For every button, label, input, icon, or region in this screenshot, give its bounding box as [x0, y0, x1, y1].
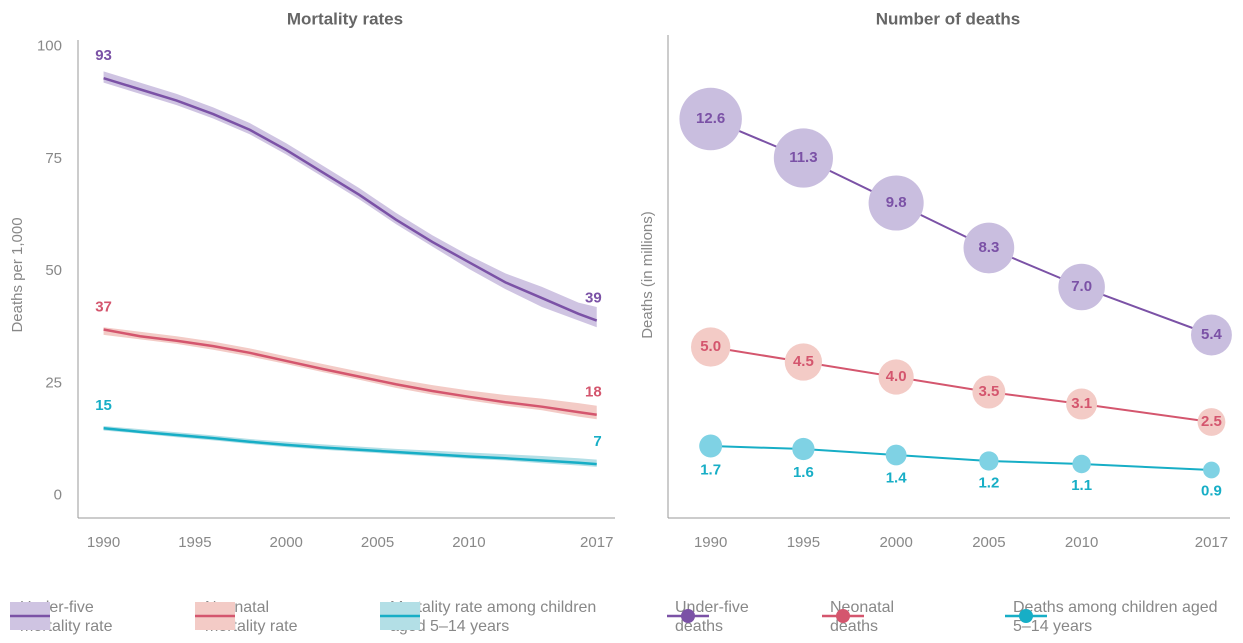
- x-tick-label: 2010: [1065, 534, 1098, 551]
- bubble: [792, 437, 815, 461]
- data-label: 93: [95, 47, 112, 64]
- bubble: [690, 327, 731, 367]
- data-label: 37: [95, 298, 112, 315]
- legend-item: Under-five mortality rate: [10, 598, 120, 636]
- chart-title: Mortality rates: [287, 9, 403, 28]
- data-label: 5.4: [1201, 326, 1223, 343]
- bubble: [784, 343, 823, 381]
- data-label: 4.5: [793, 353, 814, 370]
- data-label: 1.2: [978, 475, 999, 492]
- bubble: [699, 434, 723, 458]
- legend-icon: [10, 602, 50, 630]
- chart-title: Number of deaths: [876, 9, 1021, 28]
- bubble: [1066, 388, 1098, 420]
- bubble: [1058, 263, 1105, 311]
- x-tick-label: 2010: [452, 534, 485, 551]
- data-label: 3.1: [1071, 395, 1092, 412]
- data-label: 1.7: [700, 461, 721, 478]
- bubble: [1197, 408, 1226, 436]
- line: [103, 426, 597, 466]
- y-tick-label: 25: [45, 374, 62, 391]
- x-tick-label: 2000: [879, 534, 912, 551]
- y-tick-label: 0: [54, 487, 62, 504]
- bubble: [878, 359, 914, 395]
- y-axis-label: Deaths (in millions): [639, 211, 656, 339]
- bubble: [885, 444, 907, 466]
- bubble: [868, 175, 924, 231]
- data-label: 4.0: [886, 368, 907, 385]
- data-label: 5.0: [700, 338, 721, 355]
- data-label: 1.4: [886, 469, 908, 486]
- y-tick-label: 100: [37, 38, 62, 55]
- legend-dot: [681, 609, 695, 623]
- data-label: 11.3: [789, 149, 817, 166]
- y-tick-label: 75: [45, 150, 62, 167]
- line: [103, 328, 597, 417]
- data-label: 39: [585, 289, 602, 306]
- x-tick-label: 1995: [178, 534, 211, 551]
- bubble: [963, 222, 1015, 274]
- x-tick-label: 1995: [787, 534, 820, 551]
- data-label: 8.3: [978, 239, 999, 256]
- legend-dot: [1019, 609, 1033, 623]
- bubble: [773, 128, 833, 188]
- legend-item: Neonatal deaths: [820, 598, 930, 636]
- bubble: [679, 87, 742, 151]
- legend-item: Neonatal mortality rate: [195, 598, 315, 636]
- x-tick-label: 2005: [361, 534, 394, 551]
- legend-label: Deaths among children aged 5–14 years: [1013, 599, 1218, 635]
- x-tick-label: 2017: [1195, 534, 1228, 551]
- x-tick-label: 2000: [270, 534, 303, 551]
- bubble: [979, 451, 999, 471]
- data-label: 1.6: [793, 464, 814, 481]
- data-label: 12.6: [696, 110, 725, 127]
- data-label: 9.8: [886, 194, 907, 211]
- x-tick-label: 1990: [694, 534, 727, 551]
- bubble: [1191, 314, 1232, 356]
- bubble: [1072, 454, 1091, 474]
- data-label: 0.9: [1201, 482, 1222, 499]
- data-label: 7: [593, 433, 601, 450]
- legend-icon: [380, 602, 420, 630]
- data-label: 7.0: [1071, 278, 1092, 295]
- data-label: 18: [585, 384, 602, 401]
- data-label: 15: [95, 397, 112, 414]
- y-axis-label: Deaths per 1,000: [9, 217, 26, 332]
- legend-icon: [195, 602, 235, 630]
- line: [710, 445, 1212, 471]
- legend-item: Deaths among children aged 5–14 years: [1003, 598, 1223, 636]
- line: [103, 76, 598, 322]
- x-tick-label: 1990: [87, 534, 120, 551]
- data-label: 2.5: [1201, 413, 1222, 430]
- data-label: 3.5: [978, 383, 999, 400]
- legend-item: Under-five deaths: [665, 598, 775, 636]
- chart: Mortality rates Deaths per 1,000 1990 1995 2…: [9, 9, 1232, 551]
- legend-icon: [667, 609, 709, 623]
- uncertainty-band: [103, 425, 597, 467]
- y-tick-label: 50: [45, 262, 62, 279]
- bubble: [1203, 461, 1220, 479]
- x-tick-label: 2017: [580, 534, 613, 551]
- x-tick-label: 2005: [972, 534, 1005, 551]
- legend-icon: [822, 609, 864, 623]
- bubble: [972, 375, 1006, 409]
- legend-icon: [1005, 609, 1047, 623]
- legend-dot: [836, 609, 850, 623]
- data-label: 1.1: [1071, 477, 1092, 494]
- legend-item: Mortality rate among children aged 5–14 …: [380, 598, 610, 636]
